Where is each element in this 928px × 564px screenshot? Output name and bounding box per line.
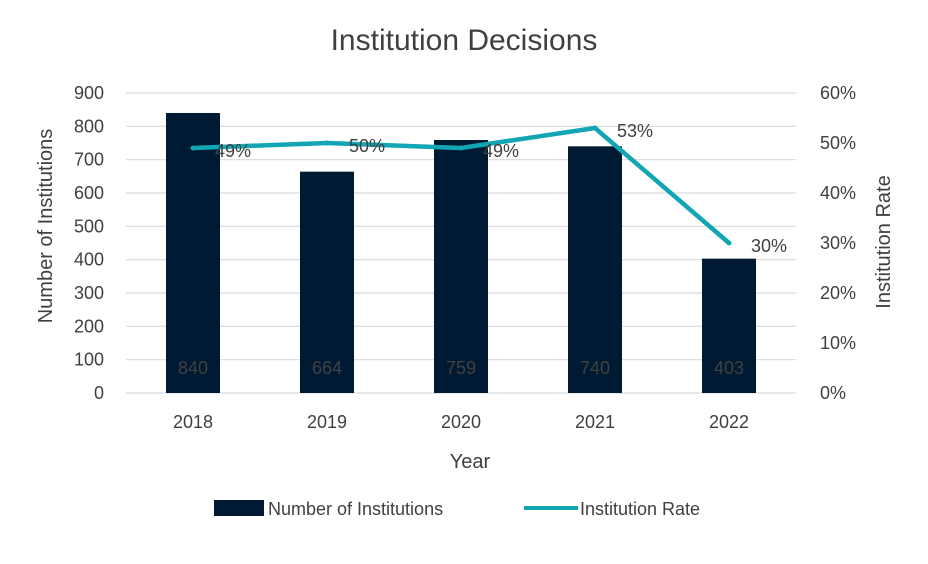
x-axis: 2018 2019 2020 2021 2022: [173, 412, 749, 432]
x-tick-label: 2018: [173, 412, 213, 432]
line-point: [190, 145, 196, 151]
bar-data-label: 840: [178, 358, 208, 378]
y-axis-label: Number of Institutions: [35, 129, 57, 324]
legend-bar-label: Number of Institutions: [268, 499, 443, 519]
line-data-label: 30%: [751, 236, 787, 256]
bar: [300, 171, 354, 393]
bar: [166, 113, 220, 393]
x-tick-label: 2021: [575, 412, 615, 432]
legend-line-label: Institution Rate: [580, 499, 700, 519]
y2-tick-label: 50%: [820, 133, 856, 153]
line-point: [324, 140, 330, 146]
x-axis-label: Year: [450, 451, 491, 473]
line-data-label: 49%: [215, 141, 251, 161]
y2-tick-label: 20%: [820, 283, 856, 303]
bar: [702, 258, 756, 393]
y2-tick-label: 30%: [820, 233, 856, 253]
y2-tick-label: 0%: [820, 383, 846, 403]
x-tick-label: 2022: [709, 412, 749, 432]
bar-data-label: 740: [580, 358, 610, 378]
line-data-label: 49%: [483, 141, 519, 161]
line-data-label: 53%: [617, 121, 653, 141]
bar-series: 840 664 759 740 403: [166, 113, 756, 393]
x-tick-label: 2019: [307, 412, 347, 432]
y-tick-label: 200: [74, 316, 104, 336]
x-tick-label: 2020: [441, 412, 481, 432]
y2-tick-label: 10%: [820, 333, 856, 353]
legend-bar-swatch: [214, 500, 264, 516]
bar: [568, 146, 622, 393]
y-tick-label: 600: [74, 183, 104, 203]
y-tick-label: 700: [74, 150, 104, 170]
bar-data-label: 664: [312, 358, 342, 378]
line-point: [592, 125, 598, 131]
y-tick-label: 300: [74, 283, 104, 303]
y-axis-right: 0% 10% 20% 30% 40% 50% 60%: [820, 83, 856, 403]
y-tick-label: 0: [94, 383, 104, 403]
y-axis-left: 0 100 200 300 400 500 600 700 800 900: [74, 83, 104, 403]
bar-data-label: 759: [446, 358, 476, 378]
bar: [434, 140, 488, 393]
y-tick-label: 900: [74, 83, 104, 103]
chart-title: Institution Decisions: [331, 24, 598, 57]
y2-tick-label: 40%: [820, 183, 856, 203]
line-data-label: 50%: [349, 136, 385, 156]
line-point: [458, 145, 464, 151]
y-tick-label: 500: [74, 216, 104, 236]
y-tick-label: 400: [74, 250, 104, 270]
line-point: [726, 240, 732, 246]
y-tick-label: 800: [74, 116, 104, 136]
bar-data-label: 403: [714, 358, 744, 378]
line-series: 49% 50% 49% 53% 30%: [190, 121, 787, 256]
y2-tick-label: 60%: [820, 83, 856, 103]
y2-axis-label: Institution Rate: [873, 175, 895, 308]
y-tick-label: 100: [74, 350, 104, 370]
legend: Number of Institutions Institution Rate: [214, 499, 700, 519]
